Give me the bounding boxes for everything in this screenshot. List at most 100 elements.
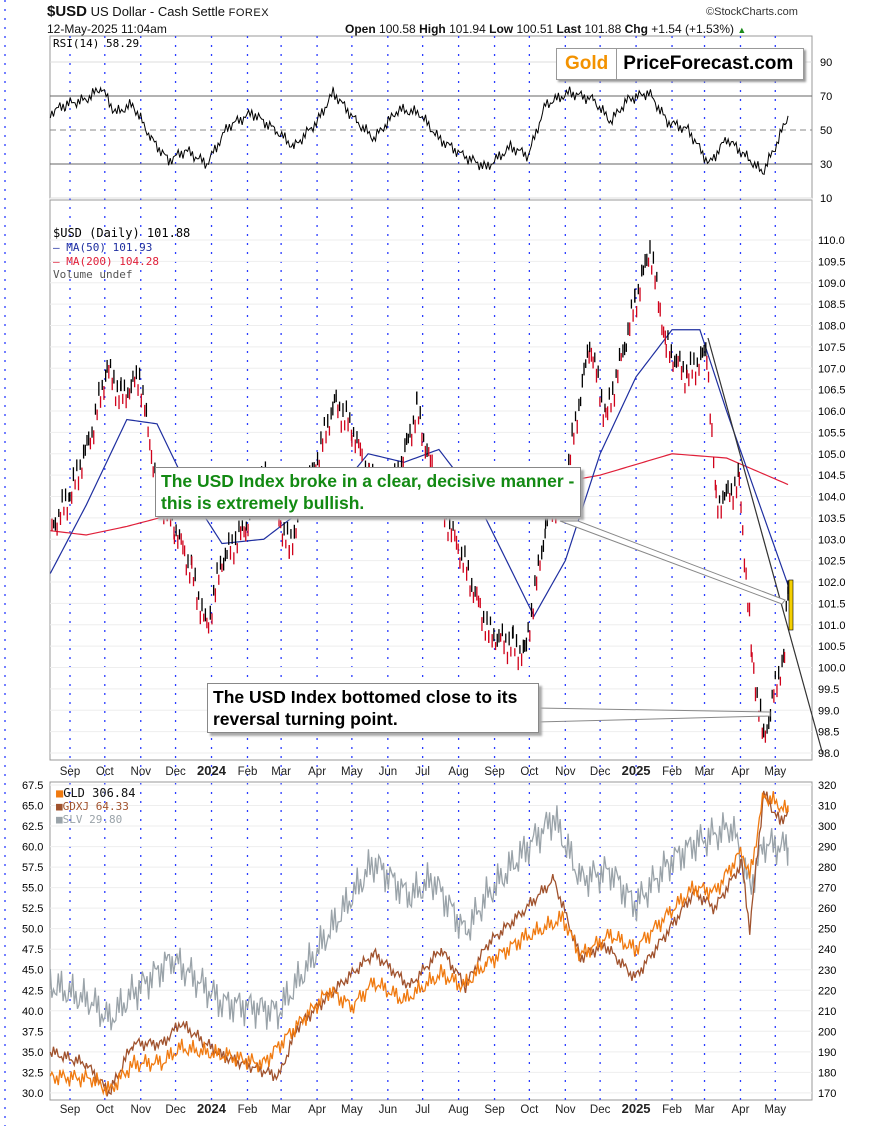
exchange: FOREX xyxy=(228,7,270,19)
x-tick-label: Jun xyxy=(379,1104,398,1116)
price-legend: $USD (Daily) 101.88 xyxy=(53,226,191,240)
x-tick-label: Mar xyxy=(695,1104,715,1116)
x-tick-label: Dec xyxy=(590,766,611,778)
rsi-tick-label: 50 xyxy=(820,125,832,137)
chg-label: Chg xyxy=(624,22,648,36)
x-tick-label: Mar xyxy=(271,1104,291,1116)
rsi-legend: RSI(14) 58.29 xyxy=(53,37,140,50)
rsi-tick-label: 10 xyxy=(820,193,832,205)
right-tick-label: 200 xyxy=(818,1026,836,1038)
low-value: 100.51 xyxy=(516,22,554,36)
x-tick-label: Oct xyxy=(96,766,115,778)
right-tick-label: 290 xyxy=(818,842,836,854)
x-tick-label: Sep xyxy=(484,1104,504,1116)
right-tick-label: 180 xyxy=(818,1067,836,1079)
right-tick-label: 190 xyxy=(818,1047,836,1059)
left-tick-label: 50.0 xyxy=(22,924,43,936)
x-tick-label: Jun xyxy=(379,766,398,778)
right-tick-label: 310 xyxy=(818,801,836,813)
credit: ©StockCharts.com xyxy=(706,6,798,18)
left-tick-label: 65.0 xyxy=(22,801,43,813)
x-tick-label: Apr xyxy=(308,1104,326,1116)
left-tick-label: 32.5 xyxy=(22,1067,43,1079)
x-tick-label: Oct xyxy=(96,1104,115,1116)
left-tick-label: 47.5 xyxy=(22,944,43,956)
gdxj-label: GDXJ 64.33 xyxy=(62,800,129,813)
rsi-tick-label: 30 xyxy=(820,159,832,171)
ma50-label: MA(50) 101.93 xyxy=(66,241,153,254)
price-tick-label: 103.0 xyxy=(818,534,846,546)
ma50-legend: — MA(50) 101.93 xyxy=(53,241,153,254)
open-value: 100.58 xyxy=(379,22,416,36)
chg-value: +1.54 (+1.53%) xyxy=(651,22,734,36)
left-tick-label: 52.5 xyxy=(22,903,43,915)
right-tick-label: 270 xyxy=(818,883,836,895)
x-tick-label: Jul xyxy=(415,766,430,778)
left-tick-label: 57.5 xyxy=(22,862,43,874)
x-tick-label: 2025 xyxy=(622,1101,651,1116)
right-tick-label: 240 xyxy=(818,944,836,956)
price-tick-label: 102.0 xyxy=(818,577,846,589)
left-tick-label: 62.5 xyxy=(22,821,43,833)
left-tick-label: 30.0 xyxy=(22,1088,43,1100)
left-tick-label: 37.5 xyxy=(22,1026,43,1038)
x-tick-label: May xyxy=(341,766,363,778)
x-tick-label: Nov xyxy=(555,1104,576,1116)
x-tick-label: Feb xyxy=(662,766,682,778)
x-tick-label: Sep xyxy=(60,766,80,778)
rsi-tick-label: 90 xyxy=(820,57,832,69)
price-tick-label: 101.0 xyxy=(818,620,846,632)
left-tick-label: 67.5 xyxy=(22,780,43,792)
price-tick-label: 98.5 xyxy=(818,727,839,739)
price-tick-label: 99.5 xyxy=(818,684,839,696)
price-tick-label: 101.5 xyxy=(818,598,846,610)
price-tick-label: 109.0 xyxy=(818,278,846,290)
price-tick-label: 109.5 xyxy=(818,256,846,268)
x-tick-label: 2024 xyxy=(197,763,227,778)
rsi-tick-label: 70 xyxy=(820,91,832,103)
gld-legend: ■GLD 306.84 xyxy=(56,786,136,800)
x-tick-label: 2025 xyxy=(622,763,651,778)
gdxj-legend: ■GDXJ 64.33 xyxy=(56,800,129,813)
x-tick-label: Apr xyxy=(732,1104,750,1116)
chart-datetime: 12-May-2025 11:04am xyxy=(47,22,167,36)
right-tick-label: 260 xyxy=(818,903,836,915)
price-tick-label: 104.0 xyxy=(818,492,846,504)
right-tick-label: 280 xyxy=(818,862,836,874)
x-tick-label: Nov xyxy=(131,766,152,778)
ma200-label: MA(200) 104.28 xyxy=(66,255,159,268)
ma200-legend: — MA(200) 104.28 xyxy=(53,255,159,268)
price-tick-label: 104.5 xyxy=(818,470,846,482)
volume-legend: Volume undef xyxy=(53,268,133,281)
x-tick-label: May xyxy=(764,766,786,778)
price-tick-label: 105.5 xyxy=(818,427,846,439)
price-tick-label: 107.5 xyxy=(818,342,846,354)
x-tick-label: Nov xyxy=(131,1104,152,1116)
open-label: Open xyxy=(345,22,376,36)
rsi-line xyxy=(49,85,789,176)
high-value: 101.94 xyxy=(449,22,486,36)
triangle-up-icon: ▲ xyxy=(737,25,747,35)
callout-pointer xyxy=(559,520,786,605)
high-label: High xyxy=(419,22,446,36)
x-tick-label: Jul xyxy=(415,1104,430,1116)
x-tick-label: Apr xyxy=(308,766,326,778)
right-tick-label: 230 xyxy=(818,965,836,977)
x-tick-label: Sep xyxy=(484,766,504,778)
x-tick-label: Sep xyxy=(60,1104,80,1116)
x-tick-label: Oct xyxy=(520,1104,539,1116)
breakout-highlight xyxy=(788,579,794,631)
left-tick-label: 55.0 xyxy=(22,883,43,895)
price-tick-label: 106.0 xyxy=(818,406,846,418)
left-tick-label: 42.5 xyxy=(22,985,43,997)
price-tick-label: 108.5 xyxy=(818,299,846,311)
price-tick-label: 102.5 xyxy=(818,556,846,568)
gdxj-line xyxy=(49,790,789,1097)
symbol: $USD xyxy=(47,3,88,20)
left-tick-label: 60.0 xyxy=(22,842,43,854)
price-tick-label: 106.5 xyxy=(818,385,846,397)
right-tick-label: 300 xyxy=(818,821,836,833)
instrument-name: US Dollar - Cash Settle xyxy=(90,4,226,19)
x-tick-label: Dec xyxy=(165,1104,186,1116)
low-label: Low xyxy=(489,22,514,36)
